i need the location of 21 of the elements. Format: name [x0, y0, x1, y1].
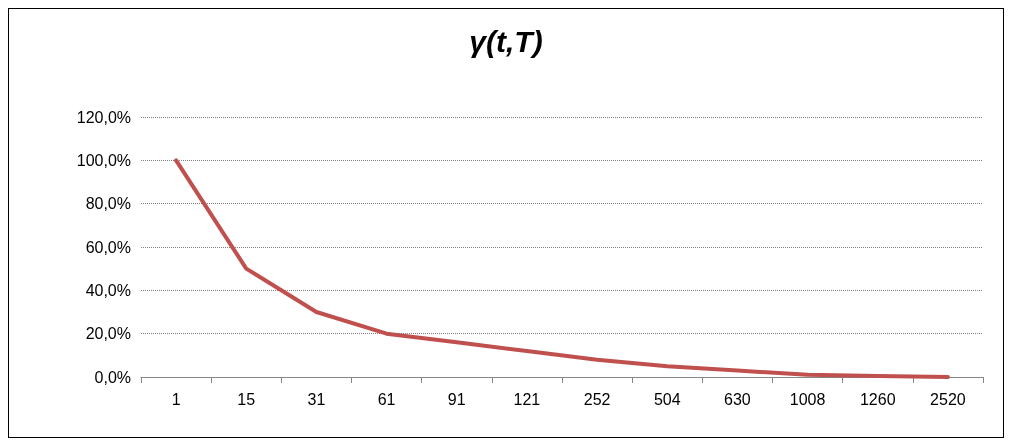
y-tick-label: 100,0% [76, 151, 131, 169]
x-tick-label: 91 [447, 390, 466, 408]
x-tick-label: 630 [724, 390, 751, 408]
chart-title: γ(t,T) [469, 24, 543, 58]
x-tick-label: 252 [583, 390, 611, 408]
x-tick-label: 2520 [930, 390, 966, 408]
y-tick-label: 80,0% [85, 195, 131, 213]
x-tick-label: 1260 [859, 390, 896, 408]
y-tick-label: 60,0% [85, 238, 131, 256]
x-tick-label: 1008 [789, 390, 826, 408]
y-tick-label: 40,0% [85, 281, 131, 299]
x-tick-label: 504 [653, 390, 681, 408]
line-series [174, 158, 950, 379]
x-tick-label: 15 [237, 390, 256, 408]
y-tick-label: 120,0% [76, 108, 131, 126]
x-tick-label: 31 [307, 390, 326, 408]
x-tick-label: 121 [513, 390, 541, 408]
x-tick-label: 61 [377, 390, 396, 408]
x-tick-label: 1 [171, 390, 181, 408]
y-tick-label: 20,0% [85, 325, 131, 343]
y-tick-label: 0,0% [94, 368, 131, 386]
